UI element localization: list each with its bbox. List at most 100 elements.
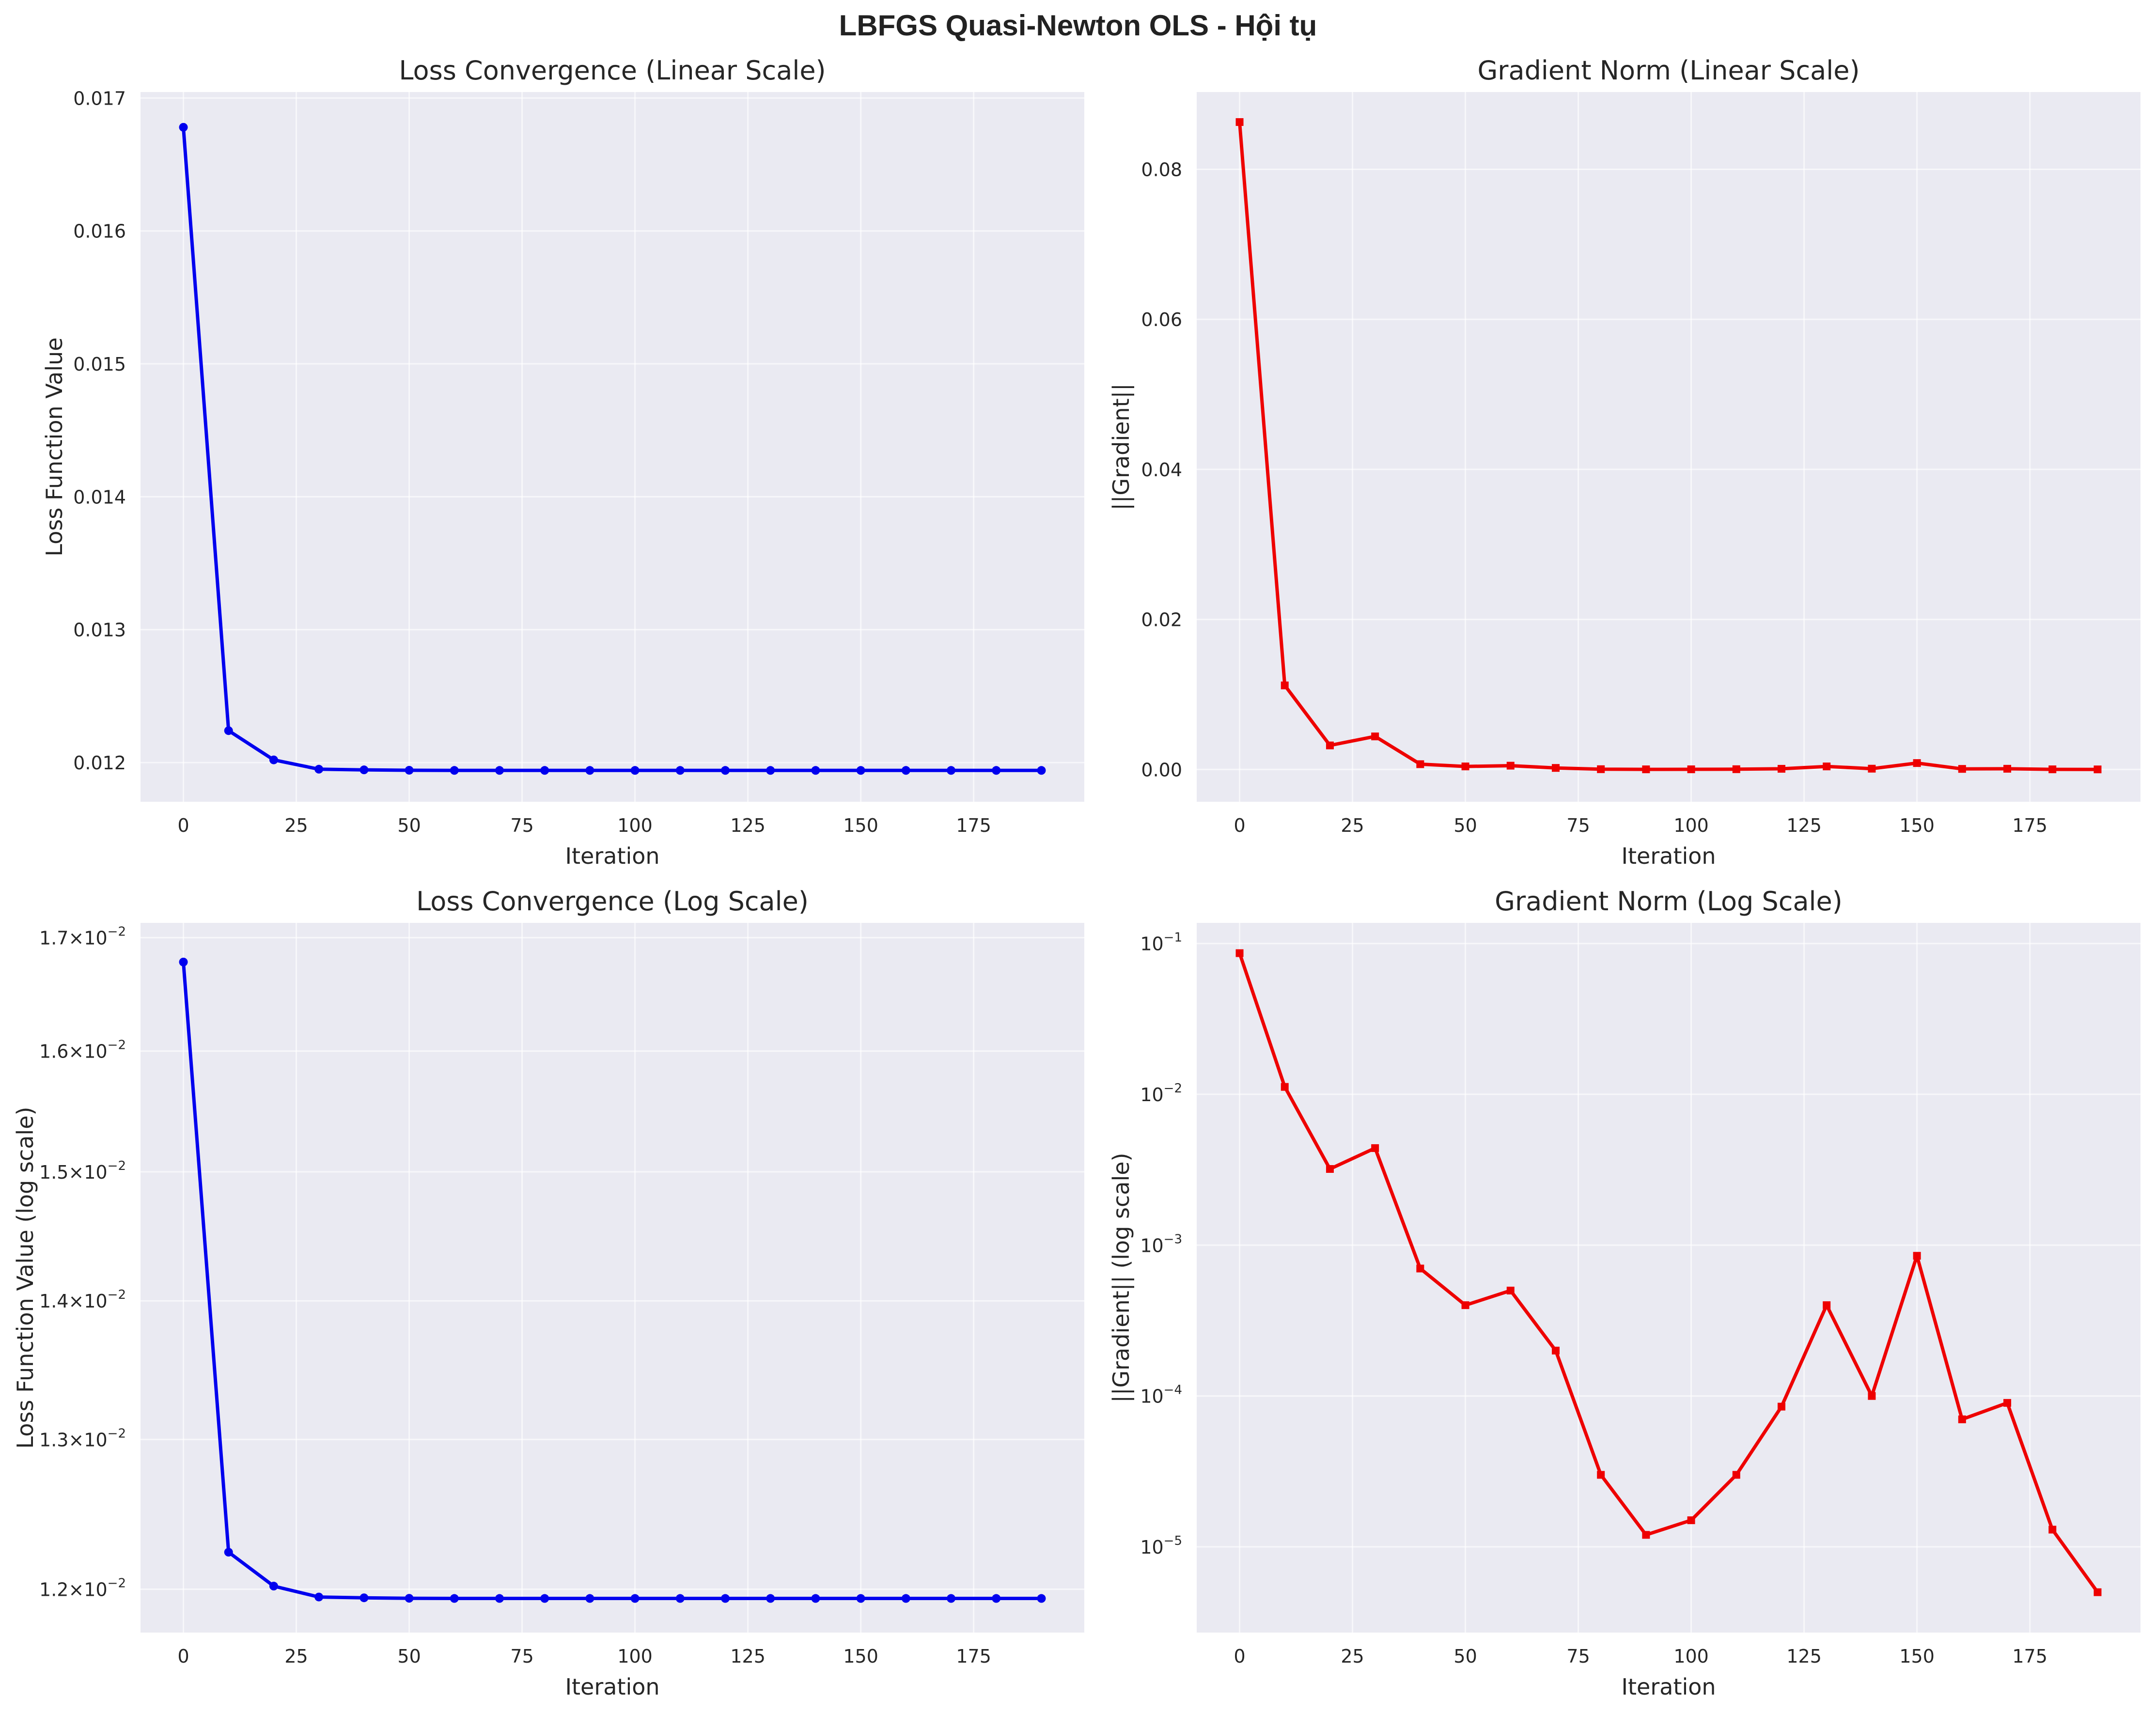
data-point xyxy=(269,1582,278,1591)
data-point xyxy=(405,1594,414,1603)
data-point xyxy=(1326,741,1334,749)
plot-area xyxy=(141,923,1084,1633)
data-point xyxy=(1868,764,1876,773)
data-point xyxy=(179,957,188,966)
data-point xyxy=(1326,1165,1334,1173)
x-tick-label: 0 xyxy=(177,1646,189,1667)
data-point xyxy=(540,1594,549,1603)
data-point xyxy=(359,765,369,775)
x-tick-label: 100 xyxy=(617,815,653,836)
data-point xyxy=(856,766,865,775)
data-point xyxy=(1687,1516,1695,1525)
series-line xyxy=(182,125,1043,772)
x-axis-label: Iteration xyxy=(1621,1674,1716,1700)
x-axis-label: Iteration xyxy=(565,1674,659,1700)
x-tick-label: 75 xyxy=(510,1646,533,1667)
data-point xyxy=(1778,764,1786,773)
data-point xyxy=(2003,764,2012,773)
data-point xyxy=(1461,763,1469,771)
plot-area xyxy=(1197,92,2140,802)
x-tick-label: 0 xyxy=(1234,815,1245,836)
y-tick-label: 10−3 xyxy=(1140,1232,1182,1256)
data-point xyxy=(1506,1286,1515,1294)
data-point xyxy=(675,766,685,775)
data-point xyxy=(1868,1392,1876,1400)
data-point xyxy=(585,1594,594,1603)
data-point xyxy=(1823,1301,1831,1309)
data-point xyxy=(1371,1144,1379,1152)
plot-area xyxy=(1197,923,2140,1633)
data-point xyxy=(992,766,1001,775)
data-point xyxy=(2003,1399,2012,1407)
y-tick-label: 0.06 xyxy=(1141,309,1182,330)
data-point xyxy=(1642,1531,1650,1539)
chart-panel-4: 0 25 50 75 100 125 150 175 10−5 10−4 10−3 10−2 10−1 G… xyxy=(1108,886,2140,1700)
x-tick-label: 100 xyxy=(1673,1646,1709,1667)
y-tick-label: 10−4 xyxy=(1140,1383,1182,1407)
data-point xyxy=(1281,1083,1289,1091)
data-point xyxy=(450,1594,459,1603)
data-point xyxy=(2048,1526,2057,1534)
data-point xyxy=(1281,681,1289,689)
data-point xyxy=(1461,1301,1469,1309)
data-point xyxy=(721,766,730,775)
chart-panel-3: 0 25 50 75 100 125 150 175 1.2×10−2 1.3×10−2 1.4×1… xyxy=(12,886,1084,1700)
plot-area xyxy=(141,92,1084,802)
x-tick-label: 50 xyxy=(1453,1646,1477,1667)
y-tick-label: 0.014 xyxy=(73,486,126,508)
x-tick-label: 75 xyxy=(510,815,533,836)
data-point xyxy=(2048,765,2057,774)
data-point xyxy=(1958,1415,1966,1423)
y-tick-label: 0.02 xyxy=(1141,609,1182,631)
x-tick-label: 175 xyxy=(956,1646,991,1667)
y-tick-label: 1.4×10−2 xyxy=(39,1288,126,1312)
x-tick-label: 125 xyxy=(1786,1646,1822,1667)
data-point xyxy=(314,764,324,774)
x-tick-label: 75 xyxy=(1566,1646,1590,1667)
data-point xyxy=(766,1594,775,1603)
y-tick-label: 0.08 xyxy=(1141,159,1182,180)
x-tick-label: 50 xyxy=(397,815,421,836)
data-point xyxy=(1416,1264,1424,1273)
chart-title: Gradient Norm (Log Scale) xyxy=(1495,886,1843,917)
data-point xyxy=(224,726,233,735)
y-axis-label: ||Gradient|| xyxy=(1108,383,1135,510)
data-point xyxy=(314,1592,324,1602)
data-point xyxy=(1597,1471,1605,1479)
data-point xyxy=(630,766,640,775)
data-point xyxy=(1037,766,1046,775)
y-axis-label: Loss Function Value (log scale) xyxy=(12,1107,38,1449)
x-axis-label: Iteration xyxy=(1621,843,1716,869)
data-point xyxy=(1913,759,1921,767)
y-tick-label: 1.5×10−2 xyxy=(39,1159,126,1183)
data-point xyxy=(1913,1252,1921,1260)
x-tick-label: 50 xyxy=(397,1646,421,1667)
chart-panel-1: 0 25 50 75 100 125 150 175 0.012 0.013 0.014 0.015 0… xyxy=(41,55,1084,869)
data-point xyxy=(1732,1471,1740,1479)
data-point xyxy=(1597,765,1605,773)
data-point xyxy=(1371,732,1379,741)
x-tick-label: 50 xyxy=(1453,815,1477,836)
chart-title: Gradient Norm (Linear Scale) xyxy=(1477,55,1859,86)
y-tick-label: 10−5 xyxy=(1140,1534,1182,1558)
y-tick-label: 1.7×10−2 xyxy=(39,925,126,949)
data-point xyxy=(269,755,278,764)
y-axis-label: Loss Function Value xyxy=(41,337,67,556)
x-tick-label: 150 xyxy=(1899,815,1935,836)
y-tick-label: 0.016 xyxy=(73,221,126,242)
x-axis-label: Iteration xyxy=(565,843,659,869)
data-point xyxy=(359,1593,369,1603)
data-point xyxy=(675,1594,685,1603)
data-point xyxy=(1778,1402,1786,1411)
x-tick-label: 0 xyxy=(1234,1646,1245,1667)
x-tick-label: 150 xyxy=(843,1646,878,1667)
x-tick-label: 100 xyxy=(617,1646,653,1667)
x-tick-label: 175 xyxy=(2012,1646,2047,1667)
data-point xyxy=(1235,118,1244,126)
x-tick-label: 125 xyxy=(730,1646,766,1667)
figure-title: LBFGS Quasi-Newton OLS - Hội tụ xyxy=(839,9,1317,42)
data-point xyxy=(179,123,188,132)
data-point xyxy=(947,766,956,775)
data-point xyxy=(811,766,820,775)
